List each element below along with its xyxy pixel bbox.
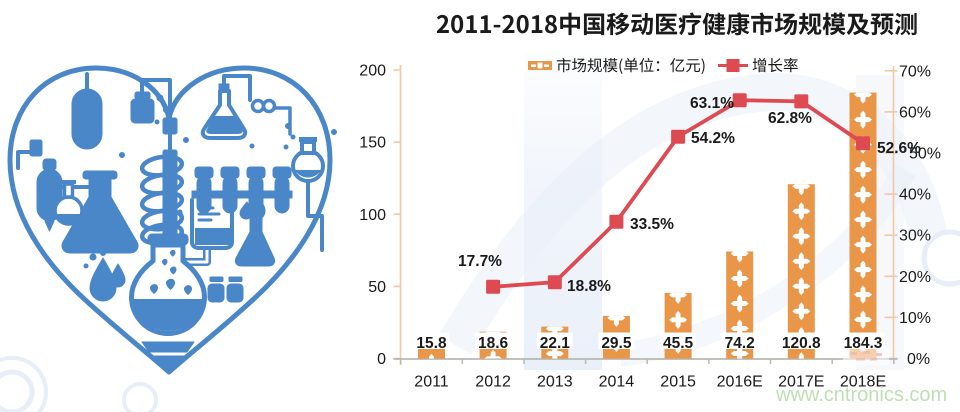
svg-text:2015: 2015: [660, 374, 696, 391]
svg-text:50%: 50%: [909, 146, 941, 163]
svg-text:40%: 40%: [899, 187, 931, 204]
svg-text:15.8: 15.8: [416, 335, 447, 352]
svg-text:150: 150: [359, 135, 386, 152]
svg-text:www.cntronics.com: www.cntronics.com: [775, 384, 947, 406]
svg-text:2012: 2012: [475, 374, 511, 391]
svg-text:2014: 2014: [599, 374, 635, 391]
svg-text:2017E: 2017E: [778, 374, 824, 391]
svg-text:17.7%: 17.7%: [458, 253, 502, 270]
svg-text:22.1: 22.1: [540, 335, 571, 352]
svg-text:70%: 70%: [899, 63, 931, 80]
svg-text:184.3: 184.3: [844, 335, 883, 352]
svg-text:2013: 2013: [537, 374, 573, 391]
svg-text:100: 100: [359, 207, 386, 224]
svg-text:54.2%: 54.2%: [691, 130, 735, 147]
svg-text:63.1%: 63.1%: [690, 95, 734, 112]
svg-text:33.5%: 33.5%: [630, 216, 674, 233]
svg-text:18.6: 18.6: [478, 335, 509, 352]
svg-text:29.5: 29.5: [601, 335, 632, 352]
svg-text:45.5: 45.5: [663, 335, 694, 352]
svg-text:30%: 30%: [899, 228, 931, 245]
svg-text:52.6%: 52.6%: [877, 140, 921, 157]
svg-text:74.2: 74.2: [725, 335, 755, 352]
svg-text:2018E: 2018E: [840, 374, 886, 391]
svg-text:50: 50: [368, 279, 386, 296]
svg-text:120.8: 120.8: [782, 335, 821, 352]
svg-text:18.8%: 18.8%: [567, 278, 611, 295]
svg-text:0%: 0%: [907, 351, 930, 368]
svg-text:0: 0: [377, 351, 386, 368]
svg-text:2016E: 2016E: [717, 374, 763, 391]
svg-text:62.8%: 62.8%: [768, 110, 812, 127]
svg-text:2011: 2011: [414, 374, 449, 391]
svg-text:10%: 10%: [899, 310, 931, 327]
svg-text:60%: 60%: [899, 104, 931, 121]
svg-text:20%: 20%: [899, 269, 931, 286]
svg-text:200: 200: [359, 63, 386, 80]
